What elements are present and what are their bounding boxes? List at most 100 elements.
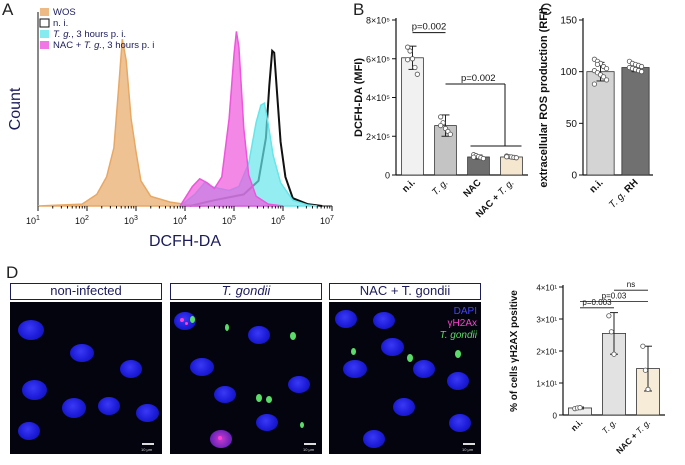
parasite <box>190 316 195 323</box>
channel-legend: DAPI γH2Ax T. gondii <box>440 306 477 342</box>
nucleus <box>190 358 214 376</box>
sig-label: p=0.003 <box>582 298 612 307</box>
nucleus <box>256 414 278 431</box>
y-tick-label: 0 <box>553 412 558 421</box>
series-area-0 <box>37 39 205 207</box>
nucleus <box>18 422 40 440</box>
parasite <box>256 394 262 402</box>
data-point <box>600 74 607 80</box>
bar-0 <box>586 71 615 176</box>
nucleus <box>447 372 469 390</box>
y-tick-label: 3×10¹ <box>536 316 557 325</box>
nucleus <box>381 338 404 356</box>
micro-title-noninfected: non-infected <box>10 283 162 300</box>
scale-label: 10 μm <box>462 447 474 452</box>
h2ax-focus <box>180 318 184 322</box>
sig-label: p=0.03 <box>602 291 627 300</box>
sig-label: ns <box>627 280 635 289</box>
y-tick-label: 2×10⁵ <box>366 132 390 142</box>
data-point <box>409 56 416 62</box>
nucleus <box>22 380 47 400</box>
scale-label: 10 μm <box>303 447 315 452</box>
nucleus <box>248 326 270 344</box>
x-tick-label: 106 <box>271 215 285 226</box>
data-point <box>513 155 519 161</box>
category-label: n.i. <box>400 177 417 194</box>
y-axis-label: DCFH-DA (MFI) <box>353 58 365 137</box>
panel-letter-a: A <box>2 0 14 19</box>
legend-entry: n. i. <box>53 18 68 29</box>
data-point <box>611 351 617 357</box>
y-tick-label: 6×10⁵ <box>366 54 390 64</box>
sig-label: p=0.002 <box>412 22 447 33</box>
x-tick-label: 103 <box>124 215 138 226</box>
panel-letter-b: B <box>353 0 365 19</box>
data-point <box>645 386 651 393</box>
nucleus <box>18 320 44 340</box>
data-point <box>405 57 411 63</box>
data-point <box>438 122 444 129</box>
y-tick-label: 1×10¹ <box>536 380 557 389</box>
legend-entry: WOS <box>53 7 76 18</box>
h2ax-focus <box>185 322 188 325</box>
legend-tgondii: T. gondii <box>439 330 477 341</box>
legend-dapi: DAPI <box>453 306 477 317</box>
panel-letter-d: D <box>6 263 19 282</box>
parasite <box>225 324 229 331</box>
category-label: T. g. <box>430 177 451 198</box>
data-point <box>504 154 510 160</box>
legend-entry: NAC + T. g., 3 hours p. i <box>53 40 154 51</box>
sig-label: p=0.002 <box>461 73 496 84</box>
x-axis-label: DCFH-DA <box>149 233 221 250</box>
y-tick-label: 8×10⁵ <box>366 16 390 26</box>
data-point <box>603 77 610 83</box>
legend-swatch <box>40 30 49 38</box>
y-tick-label: 0 <box>385 171 390 181</box>
y-axis-label: % of cells γH2AX positive <box>509 290 520 412</box>
data-point <box>405 44 411 50</box>
nucleus <box>373 312 395 329</box>
nucleus <box>343 360 367 378</box>
parasite <box>290 332 296 340</box>
bar-1 <box>621 67 650 176</box>
data-point <box>471 154 477 160</box>
y-tick-label: 4×10⁵ <box>366 93 390 103</box>
data-point <box>577 405 583 411</box>
nucleus <box>393 398 415 416</box>
x-tick-label: 107 <box>320 215 334 226</box>
data-point <box>642 367 649 373</box>
y-tick-label: 4×10¹ <box>536 284 557 293</box>
nucleus <box>288 376 310 393</box>
y-tick-label: 2×10¹ <box>536 348 557 357</box>
nucleus <box>413 360 435 378</box>
data-point <box>594 61 601 68</box>
category-label: T. g. RH <box>607 177 640 210</box>
data-point <box>447 131 453 137</box>
scale-bar <box>142 443 154 445</box>
nucleus <box>449 414 471 432</box>
micrograph-nac-tgondii: DAPI γH2Ax T. gondii 10 μm <box>329 302 481 454</box>
scale-bar <box>463 443 475 445</box>
legend-swatch <box>40 41 49 49</box>
nucleus <box>363 430 385 448</box>
nucleus <box>136 404 159 422</box>
nucleus <box>70 344 94 362</box>
micrograph-tgondii: 10 μm <box>170 302 322 454</box>
nucleus <box>214 386 236 403</box>
nucleus <box>62 398 86 418</box>
parasite <box>266 396 272 403</box>
bar-0 <box>401 57 424 176</box>
x-tick-label: 105 <box>222 215 236 226</box>
category-label: T. g. <box>600 417 619 436</box>
nucleus <box>120 360 142 378</box>
data-point <box>638 69 645 75</box>
y-tick-label: 150 <box>560 16 577 27</box>
y-axis-label: extracellular ROS production (RFI) <box>538 7 550 188</box>
micro-title-nac-tgondii: NAC + T. gondii <box>329 283 481 300</box>
legend-swatch <box>40 8 49 16</box>
y-axis-label: Count <box>7 87 24 130</box>
category-label: n.i. <box>569 417 585 433</box>
bar-3 <box>500 156 523 176</box>
legend-h2ax: γH2Ax <box>447 318 477 329</box>
h2ax-focus <box>218 436 222 440</box>
